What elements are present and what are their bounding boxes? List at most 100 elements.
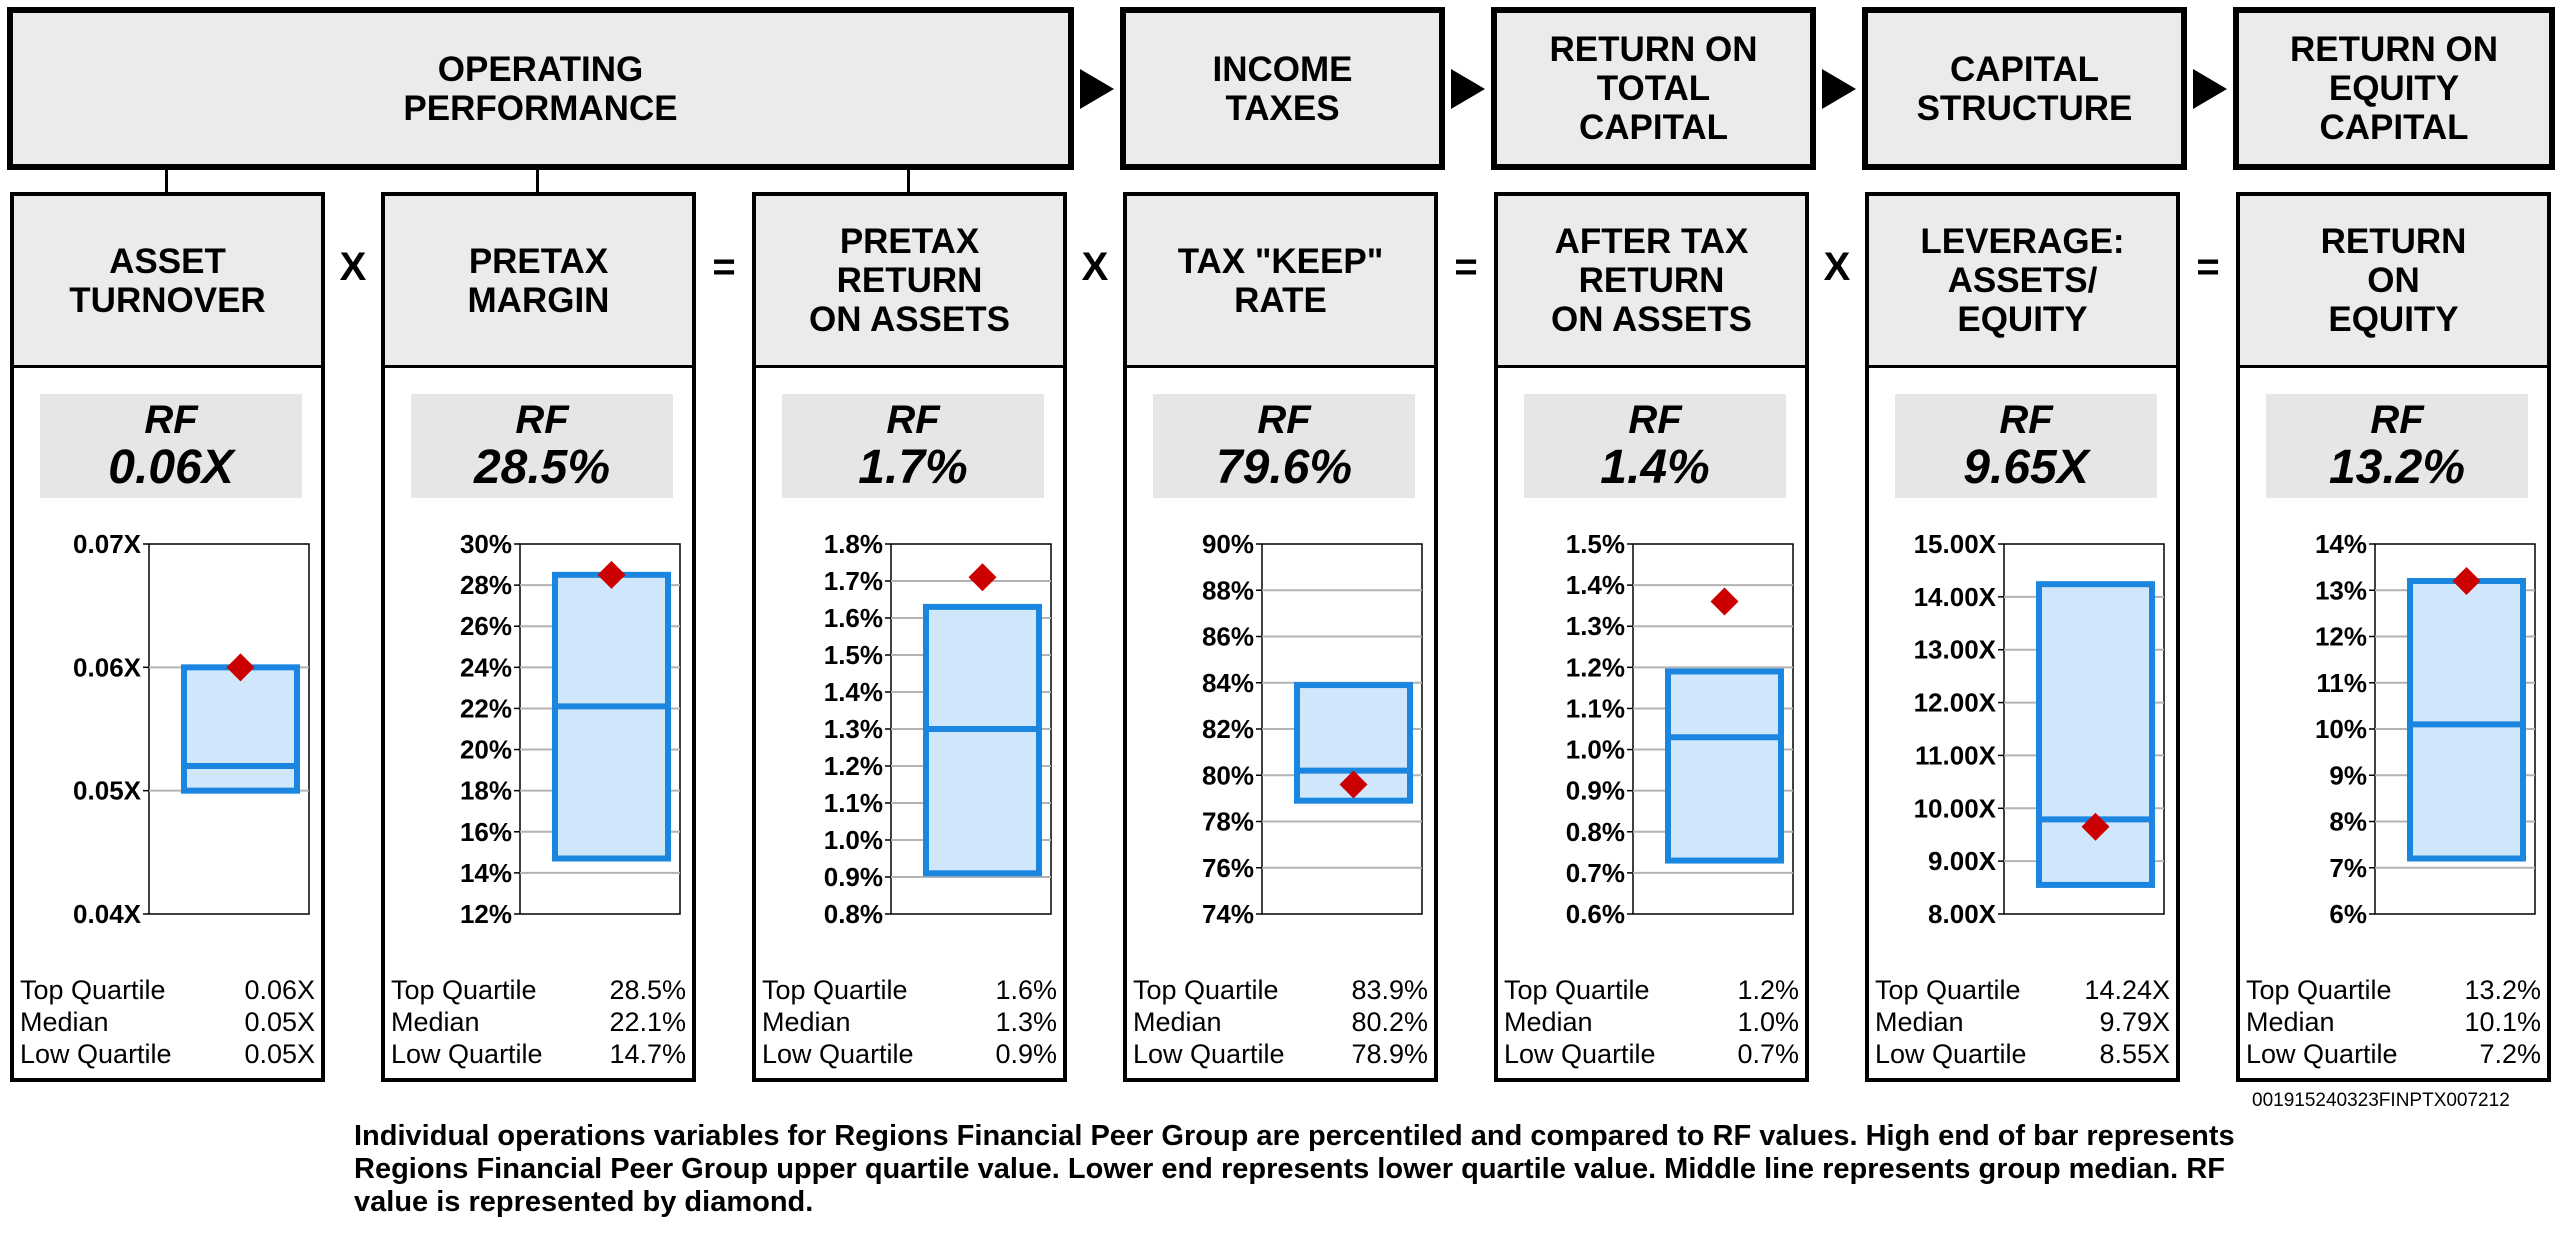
rf-value-box: RF 13.2% [2266, 394, 2528, 498]
tick-label: 24% [460, 652, 512, 682]
tick-label: 1.7% [824, 566, 883, 596]
tick-label: 1.0% [1566, 735, 1625, 765]
stat-value: 0.7% [1737, 1039, 1799, 1069]
stat-label: Median [20, 1007, 109, 1037]
tick-label: 1.4% [824, 677, 883, 707]
tick-label: 0.9% [824, 862, 883, 892]
tick-label: 90% [1202, 529, 1254, 559]
arrow-right-icon [2193, 69, 2227, 109]
quartile-stats: Top Quartile 28.5% Median 22.1% Low Quarti… [391, 974, 686, 1070]
panel-title: PRETAX RETURN ON ASSETS [756, 196, 1063, 368]
stat-value: 14.7% [609, 1039, 686, 1069]
tick-label: 82% [1202, 714, 1254, 744]
panel-title: RETURN ON EQUITY [2240, 196, 2547, 368]
stat-label: Top Quartile [1133, 975, 1279, 1005]
panel-title: LEVERAGE: ASSETS/ EQUITY [1869, 196, 2176, 368]
stat-row-low: Low Quartile 0.7% [1504, 1038, 1799, 1070]
rf-diamond [597, 560, 626, 589]
stat-value: 9.79X [2099, 1007, 2170, 1037]
panel-after-tax-return-on-assets: AFTER TAX RETURN ON ASSETS RF 1.4% 0.6% 0… [1494, 192, 1809, 1082]
rf-diamond [226, 653, 255, 682]
tick-label: 13% [2315, 575, 2367, 605]
stat-value: 14.24X [2084, 975, 2170, 1005]
rf-value: 0.06X [108, 441, 234, 494]
stat-row-median: Median 0.05X [20, 1006, 315, 1038]
operator-multiply: X [1081, 245, 1109, 289]
arrow-right-icon [1451, 69, 1485, 109]
tick-label: 76% [1202, 853, 1254, 883]
stat-label: Median [2246, 1007, 2335, 1037]
header-operating-performance: OPERATING PERFORMANCE [7, 7, 1074, 170]
rf-value: 13.2% [2328, 441, 2466, 494]
stat-label: Top Quartile [1504, 975, 1650, 1005]
quartile-box [923, 603, 1042, 877]
panel-tax-keep-rate: TAX "KEEP" RATE RF 79.6% 74% 76% 78% 80% 82%… [1123, 192, 1438, 1082]
tick-label: 14% [460, 858, 512, 888]
tick-label: 0.8% [824, 899, 883, 929]
tick-label: 0.6% [1566, 899, 1625, 929]
box-chart: 6% 7% 8% 9% 10% 11% 12% 13% 14% [2315, 529, 2536, 929]
operator-multiply: X [339, 245, 367, 289]
stat-label: Top Quartile [391, 975, 537, 1005]
box-chart: 8.00X 9.00X 10.00X 11.00X 12.00X 13.00X 14.00X… [1914, 529, 2165, 929]
operator-multiply: X [1823, 245, 1851, 289]
stat-label: Low Quartile [391, 1039, 543, 1069]
stat-value: 1.6% [995, 975, 1057, 1005]
tick-label: 9.00X [1928, 846, 1997, 876]
stat-value: 0.06X [244, 975, 315, 1005]
arrow-right-icon [1080, 69, 1114, 109]
stat-value: 80.2% [1351, 1007, 1428, 1037]
tick-label: 20% [460, 735, 512, 765]
stat-row-median: Median 22.1% [391, 1006, 686, 1038]
rf-value-box: RF 79.6% [1153, 394, 1415, 498]
quartile-stats: Top Quartile 1.2% Median 1.0% Low Quartile… [1504, 974, 1799, 1070]
panel-leverage-assets-equity: LEVERAGE: ASSETS/ EQUITY RF 9.65X 8.00X 9… [1865, 192, 2180, 1082]
stat-value: 0.05X [244, 1007, 315, 1037]
tick-label: 14% [2315, 529, 2367, 559]
tick-label: 84% [1202, 668, 1254, 698]
connector-line [165, 169, 168, 193]
header-income-taxes: INCOME TAXES [1120, 7, 1445, 170]
stat-row-top: Top Quartile 0.06X [20, 974, 315, 1006]
rf-label: RF [1257, 398, 1311, 442]
panel-title: PRETAX MARGIN [385, 196, 692, 368]
stat-label: Low Quartile [1133, 1039, 1285, 1069]
stat-row-median: Median 1.3% [762, 1006, 1057, 1038]
stat-label: Top Quartile [762, 975, 908, 1005]
tick-label: 80% [1202, 760, 1254, 790]
tick-label: 11% [2316, 668, 2367, 698]
stat-label: Low Quartile [1504, 1039, 1656, 1069]
stat-label: Median [762, 1007, 851, 1037]
panel-pretax-return-on-assets: PRETAX RETURN ON ASSETS RF 1.7% 0.8% 0.9%… [752, 192, 1067, 1082]
stat-row-top: Top Quartile 1.2% [1504, 974, 1799, 1006]
stat-label: Median [1133, 1007, 1222, 1037]
stat-value: 0.9% [995, 1039, 1057, 1069]
tick-label: 0.06X [73, 652, 142, 682]
stat-label: Low Quartile [2246, 1039, 2398, 1069]
tick-label: 12% [460, 899, 512, 929]
stat-label: Median [391, 1007, 480, 1037]
stat-value: 7.2% [2479, 1039, 2541, 1069]
rf-value: 28.5% [473, 441, 611, 494]
operator-equals: = [2196, 245, 2220, 289]
tick-label: 26% [460, 611, 512, 641]
tick-label: 1.5% [824, 640, 883, 670]
stat-value: 13.2% [2464, 975, 2541, 1005]
stat-value: 22.1% [609, 1007, 686, 1037]
quartile-box [181, 664, 300, 794]
stat-value: 0.05X [244, 1039, 315, 1069]
tick-label: 0.9% [1566, 776, 1625, 806]
connector-line [907, 169, 910, 193]
tick-label: 8% [2329, 807, 2367, 837]
box-chart: 12% 14% 16% 18% 20% 22% 24% 26% 28% 30% [460, 529, 681, 929]
tick-label: 0.07X [73, 529, 142, 559]
tick-label: 12.00X [1914, 688, 1997, 718]
rf-value-box: RF 28.5% [411, 394, 673, 498]
tick-label: 14.00X [1914, 582, 1997, 612]
tick-label: 0.7% [1566, 858, 1625, 888]
rf-diamond [2452, 567, 2481, 595]
stat-row-median: Median 1.0% [1504, 1006, 1799, 1038]
stat-label: Top Quartile [20, 975, 166, 1005]
stat-label: Median [1875, 1007, 1964, 1037]
box-chart: 0.04X 0.05X 0.06X 0.07X [73, 529, 310, 929]
